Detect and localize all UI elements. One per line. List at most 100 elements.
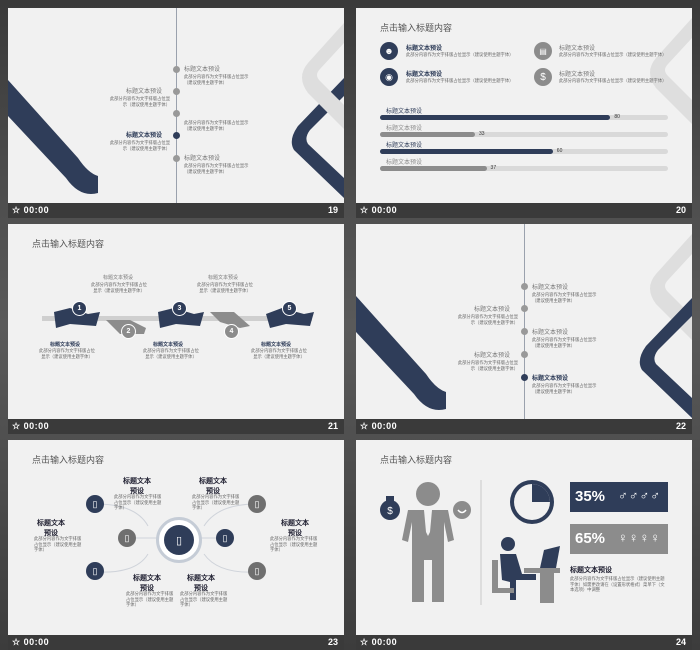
progress-value: 37 — [490, 165, 497, 171]
phone-icon: ▯ — [118, 529, 136, 547]
progress-track — [380, 132, 668, 137]
hub-label: 标题文本预设 — [133, 575, 161, 592]
slide-number: 21 — [327, 421, 338, 431]
icon-item-label: 标题文本预设 — [559, 46, 596, 52]
item-label: 标题文本预设 — [474, 353, 511, 359]
footer-time: ☆ 00:00 — [12, 421, 50, 431]
icon-item-label: 标题文本预设 — [406, 72, 443, 78]
slide-card-24[interactable]: 点击输入标题内容 $ — [356, 440, 692, 650]
progress-value: 60 — [556, 148, 563, 154]
item-label: 标题文本预设 — [184, 67, 221, 73]
decor-shapes — [650, 18, 692, 124]
step-label: 标题文本预设 — [208, 275, 239, 281]
timeline-line — [524, 224, 525, 419]
slide-24-canvas: 点击输入标题内容 $ — [356, 440, 692, 635]
step-desc: 此部分内容作为文字排版占位显示（建议使用主题字体） — [91, 282, 147, 293]
footer-time: ☆ 00:00 — [360, 637, 398, 647]
hub-label: 标题文本预设 — [37, 520, 65, 537]
timeline-line — [176, 8, 177, 203]
slide-19-canvas: 标题文本预设 此部分内容作为文字排版占位显示（建议使用主题字体） 标题文本预设 … — [8, 8, 344, 203]
item-label: 标题文本预设 — [126, 133, 163, 139]
step-marker: 2 — [121, 324, 136, 339]
hub-desc: 此部分内容作为文字排版占位显示（建议使用主题字体） — [126, 591, 174, 607]
item-desc: 此部分内容作为文字排版占位显示（建议使用主题字体）如需更改请在（设置形状格式）菜… — [570, 576, 665, 592]
item-desc: 此部分内容作为文字排版占位显示（建议使用主题字体） — [184, 74, 249, 85]
step-label: 标题文本预设 — [153, 342, 184, 348]
slide-card-21[interactable]: 点击输入标题内容 1 2 3 4 5 标题文本预设 此部分内容作为文字排版占位显… — [8, 224, 344, 434]
progress-fill — [380, 149, 553, 154]
stat-panel-male: 35% ♂♂♂♂ — [570, 482, 668, 512]
dollar-icon: $ — [534, 68, 552, 86]
progress-fill — [380, 132, 476, 137]
slide-heading: 点击输入标题内容 — [380, 455, 453, 465]
step-label: 标题文本预设 — [261, 342, 292, 348]
timeline-dot — [521, 305, 528, 312]
icon-item-desc: 此部分内容作为文字排版占位显示（建议使用主题字体） — [559, 78, 667, 83]
slide-footer: ☆ 00:00 19 — [8, 203, 344, 218]
slide-number: 20 — [675, 205, 686, 215]
progress-track — [380, 149, 668, 154]
item-desc: 此部分内容作为文字排版占位显示（建议使用主题字体） — [532, 383, 597, 394]
hub-desc: 此部分内容作为文字排版占位显示（建议使用主题字体） — [180, 591, 228, 607]
footer-time: ☆ 00:00 — [360, 421, 398, 431]
people-icon: ☻ — [380, 42, 398, 60]
progress-track — [380, 166, 668, 171]
step-desc: 此部分内容作为文字排版占位显示（建议使用主题字体） — [39, 348, 95, 359]
svg-text:$: $ — [387, 506, 393, 517]
timeline-dot-active — [521, 374, 528, 381]
slide-footer: ☆ 00:00 22 — [356, 419, 692, 434]
hub-label: 标题文本预设 — [199, 478, 227, 495]
step-label: 标题文本预设 — [50, 342, 81, 348]
slide-footer: ☆ 00:00 21 — [8, 419, 344, 434]
step-marker: 4 — [224, 324, 239, 339]
hub-label: 标题文本预设 — [187, 575, 215, 592]
step-marker: 5 — [282, 301, 297, 316]
slide-card-20[interactable]: 点击输入标题内容 ☻ 标题文本预设 此部分内容作为文字排版占位显示（建议使用主题… — [356, 8, 692, 218]
item-desc: 此部分内容作为文字排版占位显示（建议使用主题字体） — [457, 314, 518, 325]
progress-label: 标题文本预设 — [386, 109, 423, 115]
progress-label: 标题文本预设 — [386, 160, 423, 166]
phone-icon: ▯ — [216, 529, 234, 547]
progress-track — [380, 115, 668, 120]
stat-panel-female: 65% ♀♀♀♀ — [570, 524, 668, 554]
hub-connectors — [95, 503, 257, 573]
item-desc: 此部分内容作为文字排版占位显示（建议使用主题字体） — [457, 360, 518, 371]
stat-value: 35% — [575, 488, 606, 505]
calendar-icon: ▤ — [534, 42, 552, 60]
step-desc: 此部分内容作为文字排版占位显示（建议使用主题字体） — [197, 282, 253, 293]
icon-item-desc: 此部分内容作为文字排版占位显示（建议使用主题字体） — [559, 52, 667, 57]
slide-21-canvas: 点击输入标题内容 1 2 3 4 5 标题文本预设 此部分内容作为文字排版占位显… — [8, 224, 344, 419]
hub-ring: ▯ — [156, 517, 202, 563]
timeline-dot — [173, 155, 180, 162]
slide-22-canvas: 标题文本预设 此部分内容作为文字排版占位显示（建议使用主题字体） 标题文本预设 … — [356, 224, 692, 419]
footer-time: ☆ 00:00 — [12, 637, 50, 647]
hub-desc: 此部分内容作为文字排版占位显示（建议使用主题字体） — [114, 494, 162, 510]
progress-fill — [380, 166, 487, 171]
item-label: 标题文本预设 — [126, 89, 163, 95]
slide-heading: 点击输入标题内容 — [32, 239, 105, 249]
phone-icon: ▯ — [164, 525, 194, 555]
timeline-dot-active — [173, 132, 180, 139]
progress-label: 标题文本预设 — [386, 143, 423, 149]
step-label: 标题文本预设 — [103, 275, 134, 281]
item-label: 标题文本预设 — [532, 285, 569, 291]
footer-time: ☆ 00:00 — [360, 205, 398, 215]
slide-card-22[interactable]: 标题文本预设 此部分内容作为文字排版占位显示（建议使用主题字体） 标题文本预设 … — [356, 224, 692, 434]
step-desc: 此部分内容作为文字排版占位显示（建议使用主题字体） — [251, 348, 307, 359]
phone-icon: ▯ — [248, 495, 266, 513]
item-label: 标题文本预设 — [474, 307, 511, 313]
slide-number: 22 — [675, 421, 686, 431]
slide-footer: ☆ 00:00 24 — [356, 635, 692, 650]
footer-time: ☆ 00:00 — [12, 205, 50, 215]
phone-icon: ▯ — [86, 495, 104, 513]
infographic-figures: $ — [380, 480, 560, 605]
hub-desc: 此部分内容作为文字排版占位显示（建议使用主题字体） — [34, 536, 82, 552]
slide-footer: ☆ 00:00 23 — [8, 635, 344, 650]
stat-value: 65% — [575, 530, 606, 547]
slide-card-23[interactable]: 点击输入标题内容 ▯ ▯ ▯ ▯ ▯ ▯ ▯ 标题文本预设 此部分内容作为文字排… — [8, 440, 344, 650]
item-title: 标题文本预设 — [570, 567, 612, 574]
phone-icon: ▯ — [248, 562, 266, 580]
icon-item-desc: 此部分内容作为文字排版占位显示（建议使用主题字体） — [406, 52, 514, 57]
slide-card-19[interactable]: 标题文本预设 此部分内容作为文字排版占位显示（建议使用主题字体） 标题文本预设 … — [8, 8, 344, 218]
timeline-dot — [173, 88, 180, 95]
